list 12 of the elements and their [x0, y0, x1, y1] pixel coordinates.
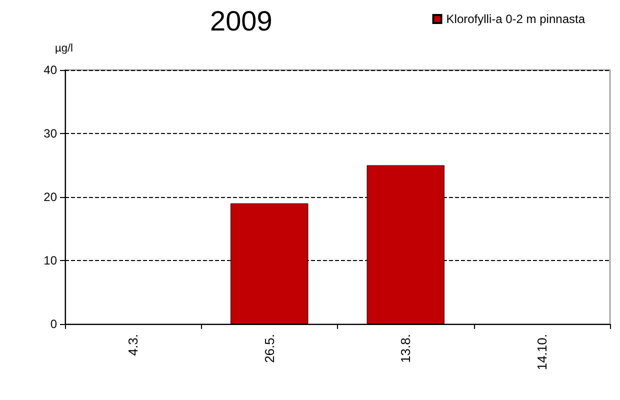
x-tick-label: 14.10. — [534, 334, 550, 370]
y-tick-label: 0 — [50, 317, 58, 331]
legend-label: Klorofylli-a 0-2 m pinnasta — [446, 12, 586, 26]
y-axis-title: µg/l — [55, 42, 73, 54]
y-tick-label: 20 — [44, 190, 58, 204]
x-tick-label: 13.8. — [398, 334, 414, 363]
y-tick-label: 10 — [44, 254, 58, 268]
y-tick-label: 30 — [44, 126, 58, 140]
x-tick-label: 26.5. — [262, 334, 277, 363]
chart-title: 2009 — [210, 6, 272, 36]
x-tick-label: 4.3. — [126, 334, 141, 356]
y-tick-label: 40 — [44, 63, 58, 77]
